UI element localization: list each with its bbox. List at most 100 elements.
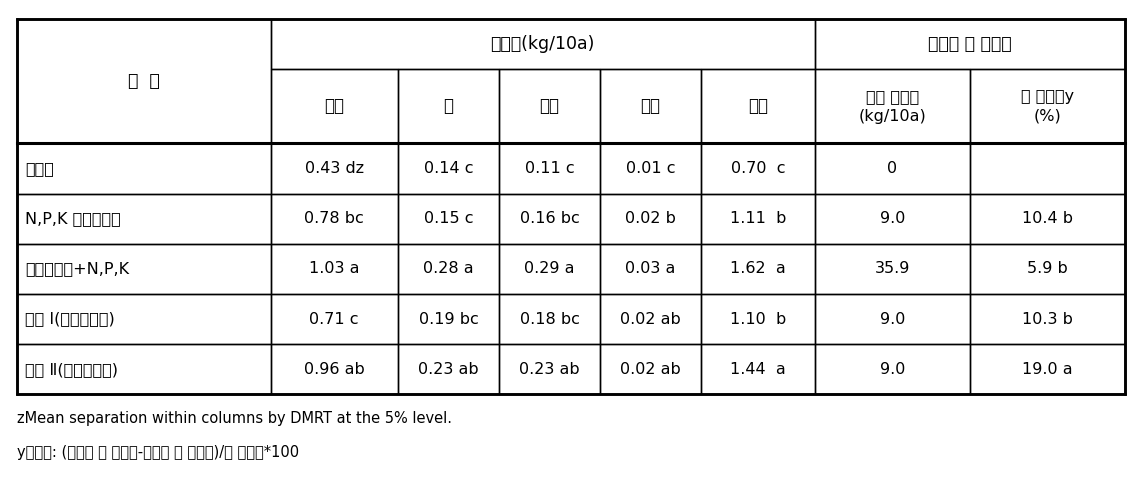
Text: 1.44  a: 1.44 a [730, 362, 786, 377]
Text: 0.70  c: 0.70 c [731, 161, 786, 176]
Bar [499, 294, 600, 344]
Text: 19.0 a: 19.0 a [1022, 362, 1072, 377]
Text: 0: 0 [887, 161, 898, 176]
Bar [970, 69, 1125, 143]
Text: 10.4 b: 10.4 b [1022, 211, 1072, 226]
Bar [701, 69, 814, 143]
Bar [600, 294, 701, 344]
Bar [17, 194, 271, 244]
Bar [499, 69, 600, 143]
Text: 10.3 b: 10.3 b [1022, 312, 1072, 326]
Bar [17, 19, 1125, 394]
Text: 0.02 ab: 0.02 ab [620, 362, 681, 377]
Text: 무비구: 무비구 [25, 161, 54, 176]
Bar [600, 143, 701, 194]
Bar [701, 143, 814, 194]
Text: 0.02 b: 0.02 b [625, 211, 676, 226]
Bar [499, 344, 600, 394]
Bar [970, 143, 1125, 194]
Bar [499, 143, 600, 194]
Bar [970, 344, 1125, 394]
Bar [814, 19, 1125, 69]
Text: 35.9: 35.9 [875, 261, 910, 276]
Bar [600, 344, 701, 394]
Text: 0.15 c: 0.15 c [424, 211, 473, 226]
Bar [17, 143, 271, 194]
Bar [397, 294, 499, 344]
Text: 0.96 ab: 0.96 ab [304, 362, 364, 377]
Text: 9.0: 9.0 [879, 362, 904, 377]
Text: 0.23 ab: 0.23 ab [418, 362, 478, 377]
Bar [600, 194, 701, 244]
Text: 0.18 bc: 0.18 bc [520, 312, 579, 326]
Text: 0.01 c: 0.01 c [626, 161, 675, 176]
Text: 1.10  b: 1.10 b [730, 312, 786, 326]
Bar [499, 194, 600, 244]
Bar [600, 69, 701, 143]
Text: 0.14 c: 0.14 c [424, 161, 473, 176]
Bar [814, 244, 970, 294]
Text: 처  리: 처 리 [128, 72, 160, 90]
Bar [814, 69, 970, 143]
Text: 잎: 잎 [443, 98, 453, 115]
Text: y이용률: (시비구 인 흥수량-무비구 인 흥수량)/인 공급량*100: y이용률: (시비구 인 흥수량-무비구 인 흥수량)/인 공급량*100 [17, 445, 299, 459]
Text: 인 이용률y
(%): 인 이용률y (%) [1021, 89, 1073, 124]
Bar [701, 344, 814, 394]
Bar [814, 294, 970, 344]
Bar [701, 194, 814, 244]
Text: 0.19 bc: 0.19 bc [419, 312, 478, 326]
Text: 1.62  a: 1.62 a [730, 261, 786, 276]
Bar [397, 194, 499, 244]
Bar [271, 69, 397, 143]
Text: 열매: 열매 [324, 98, 344, 115]
Text: 1.11  b: 1.11 b [730, 211, 786, 226]
Text: 0.28 a: 0.28 a [424, 261, 474, 276]
Bar [970, 244, 1125, 294]
Bar [814, 194, 970, 244]
Text: 가축분퇴비+N,P,K: 가축분퇴비+N,P,K [25, 261, 129, 276]
Bar [397, 244, 499, 294]
Text: 합계: 합계 [748, 98, 767, 115]
Text: 0.11 c: 0.11 c [524, 161, 574, 176]
Text: N,P,K 표준시비구: N,P,K 표준시비구 [25, 211, 121, 226]
Text: 0.78 bc: 0.78 bc [305, 211, 364, 226]
Bar [271, 194, 397, 244]
Bar [17, 19, 271, 143]
Bar [271, 143, 397, 194]
Text: 0.71 c: 0.71 c [309, 312, 359, 326]
Text: 줄기: 줄기 [539, 98, 560, 115]
Bar [271, 344, 397, 394]
Bar [271, 294, 397, 344]
Bar [397, 69, 499, 143]
Bar [600, 244, 701, 294]
Text: 액비 Ⅱ(유기성액비): 액비 Ⅱ(유기성액비) [25, 362, 118, 377]
Text: 흥수량(kg/10a): 흥수량(kg/10a) [490, 35, 595, 53]
Bar [970, 194, 1125, 244]
Text: 0.02 ab: 0.02 ab [620, 312, 681, 326]
Bar [271, 19, 814, 69]
Bar [17, 294, 271, 344]
Bar [397, 143, 499, 194]
Text: 0.23 ab: 0.23 ab [520, 362, 580, 377]
Bar [271, 244, 397, 294]
Bar [17, 344, 271, 394]
Text: 공급량 및 이용률: 공급량 및 이용률 [928, 35, 1012, 53]
Bar [814, 143, 970, 194]
Bar [970, 294, 1125, 344]
Bar [499, 244, 600, 294]
Bar [397, 344, 499, 394]
Text: zMean separation within columns by DMRT at the 5% level.: zMean separation within columns by DMRT … [17, 411, 452, 426]
Text: 9.0: 9.0 [879, 211, 904, 226]
Text: 1.03 a: 1.03 a [309, 261, 360, 276]
Text: 듰리: 듰리 [641, 98, 660, 115]
Text: 0.29 a: 0.29 a [524, 261, 574, 276]
Bar [701, 294, 814, 344]
Bar [814, 344, 970, 394]
Text: 5.9 b: 5.9 b [1027, 261, 1068, 276]
Text: 0.43 dz: 0.43 dz [305, 161, 364, 176]
Bar [701, 244, 814, 294]
Bar [17, 244, 271, 294]
Text: 액비 Ⅰ(무기성액비): 액비 Ⅰ(무기성액비) [25, 312, 115, 326]
Text: 0.16 bc: 0.16 bc [520, 211, 579, 226]
Text: 인산 공급량
(kg/10a): 인산 공급량 (kg/10a) [859, 89, 926, 124]
